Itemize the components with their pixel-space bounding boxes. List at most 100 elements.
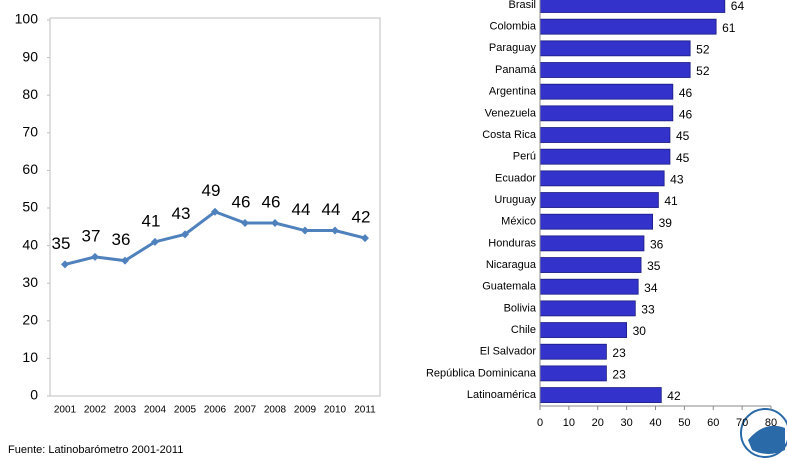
data-label: 44 bbox=[292, 200, 311, 219]
y-tick-label: 80 bbox=[22, 86, 38, 102]
y-tick-label: El Salvador bbox=[480, 346, 537, 358]
y-tick-label: 10 bbox=[22, 349, 38, 365]
point bbox=[91, 252, 99, 261]
x-tick-label: 20 bbox=[592, 417, 604, 429]
bar bbox=[539, 257, 642, 273]
bar bbox=[539, 170, 665, 187]
data-label: 35 bbox=[647, 259, 661, 273]
y-tick-label: Argentina bbox=[489, 86, 537, 98]
x-tick-label: 2008 bbox=[264, 405, 287, 416]
x-tick-label: 80 bbox=[765, 417, 777, 429]
y-tick-label: Colombia bbox=[490, 21, 537, 33]
bar bbox=[539, 300, 636, 317]
line bbox=[64, 210, 366, 266]
y-tick-label: 40 bbox=[22, 236, 38, 252]
x-tick-label: 0 bbox=[537, 417, 543, 429]
y-tick-label: 100 bbox=[15, 11, 39, 27]
plot-frame bbox=[49, 17, 381, 397]
y-tick-label: Chile bbox=[511, 324, 536, 336]
data-label: 46 bbox=[232, 193, 251, 212]
bar bbox=[539, 18, 717, 35]
x-tick-label: 2004 bbox=[144, 405, 167, 416]
y-tick-label: Uruguay bbox=[494, 194, 536, 206]
bar bbox=[539, 127, 671, 143]
source-note: Fuente: Latinobarómetro 2001-2011 bbox=[8, 444, 183, 456]
data-label: 33 bbox=[641, 303, 655, 317]
bar bbox=[539, 83, 674, 100]
y-tick-label: 20 bbox=[22, 312, 38, 328]
y-tick-label: Brasil bbox=[508, 0, 536, 11]
bar bbox=[539, 365, 607, 382]
bar bbox=[539, 322, 628, 338]
y-tick-label: Panamá bbox=[495, 64, 537, 76]
y-tick-label: 90 bbox=[22, 48, 38, 64]
data-label: 44 bbox=[322, 200, 341, 219]
point bbox=[301, 226, 309, 235]
y-tick-label: 0 bbox=[30, 387, 38, 403]
x-tick-label: 10 bbox=[563, 417, 575, 429]
point bbox=[151, 237, 159, 246]
y-tick-label: Perú bbox=[513, 151, 536, 163]
data-label: 61 bbox=[722, 21, 736, 35]
data-label: 52 bbox=[696, 43, 710, 57]
bar bbox=[539, 62, 691, 78]
x-tick-label: 60 bbox=[707, 417, 719, 429]
data-label: 41 bbox=[142, 211, 161, 230]
data-label: 34 bbox=[644, 281, 658, 295]
bar bbox=[539, 148, 671, 165]
point bbox=[61, 260, 69, 269]
x-tick-label: 2002 bbox=[84, 405, 107, 416]
x-tick-label: 70 bbox=[736, 417, 748, 429]
x-tick-label: 2011 bbox=[354, 405, 376, 416]
x-tick-label: 2003 bbox=[114, 405, 137, 416]
y-tick-label: Venezuela bbox=[485, 107, 537, 119]
x-tick-label: 30 bbox=[621, 417, 633, 429]
y-tick-label: Guatemala bbox=[482, 281, 537, 293]
point bbox=[241, 219, 249, 228]
logo bbox=[740, 408, 787, 458]
y-tick-label: Costa Rica bbox=[482, 129, 537, 141]
bar bbox=[539, 192, 659, 208]
point bbox=[361, 234, 369, 243]
y-tick-label: Latinoamérica bbox=[467, 389, 537, 401]
y-tick-label: Paraguay bbox=[489, 42, 537, 54]
data-label: 45 bbox=[676, 151, 690, 165]
point bbox=[121, 256, 129, 265]
bar bbox=[539, 343, 607, 360]
data-label: 41 bbox=[664, 194, 678, 208]
y-tick-label: República Dominicana bbox=[426, 367, 537, 379]
data-label: 46 bbox=[679, 108, 693, 122]
x-tick-label: 2010 bbox=[324, 405, 347, 416]
y-tick-label: 70 bbox=[22, 124, 38, 140]
bar bbox=[539, 278, 639, 295]
data-label: 43 bbox=[670, 173, 684, 187]
x-tick-label: 40 bbox=[649, 417, 661, 429]
data-label: 23 bbox=[612, 346, 626, 360]
data-label: 46 bbox=[262, 193, 281, 212]
data-label: 35 bbox=[52, 234, 71, 253]
y-tick-label: Honduras bbox=[488, 237, 536, 249]
x-tick-label: 2001 bbox=[54, 405, 77, 416]
y-tick-label: Nicaragua bbox=[486, 259, 537, 271]
bar bbox=[539, 0, 726, 13]
data-label: 39 bbox=[659, 216, 673, 230]
data-label: 43 bbox=[172, 204, 191, 223]
x-tick-label: 2007 bbox=[234, 405, 257, 416]
x-tick-label: 2005 bbox=[174, 405, 197, 416]
bar bbox=[539, 387, 662, 403]
point bbox=[211, 207, 219, 216]
bar bbox=[539, 105, 674, 122]
x-tick-label: 2009 bbox=[294, 405, 317, 416]
data-label: 42 bbox=[352, 208, 371, 227]
data-label: 42 bbox=[667, 389, 681, 403]
y-tick-label: 50 bbox=[22, 199, 38, 215]
y-tick-label: Ecuador bbox=[495, 172, 536, 184]
data-label: 52 bbox=[696, 64, 710, 78]
data-label: 36 bbox=[650, 238, 664, 252]
point bbox=[181, 230, 189, 239]
y-tick-label: Bolivia bbox=[504, 302, 537, 314]
y-tick-label: 30 bbox=[22, 274, 38, 290]
data-label: 64 bbox=[731, 0, 745, 13]
x-tick-label: 2006 bbox=[204, 405, 227, 416]
